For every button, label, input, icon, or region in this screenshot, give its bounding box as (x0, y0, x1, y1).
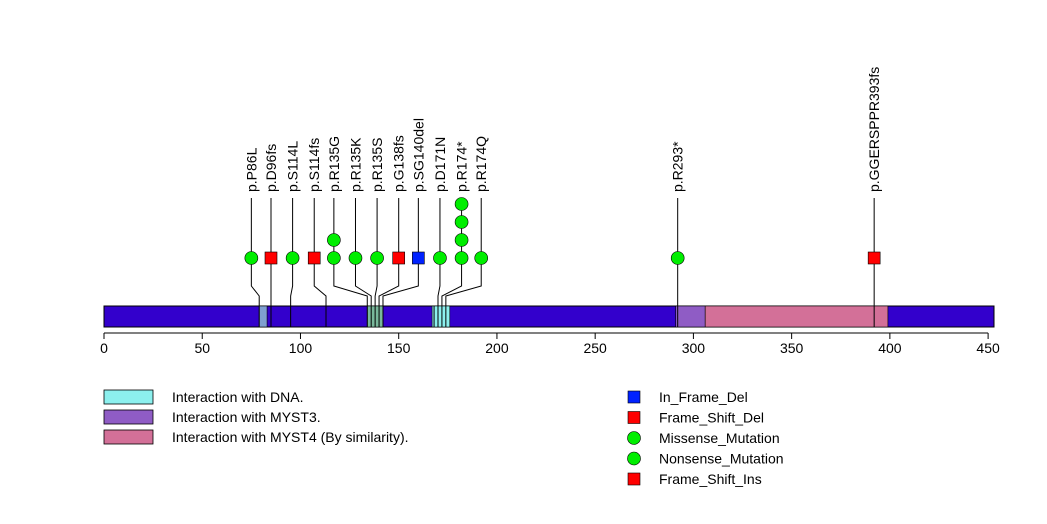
legend-marker (627, 472, 641, 486)
mutation-marker (348, 251, 363, 265)
mutation-label: p.S114L (285, 141, 301, 192)
mutation-marker (244, 251, 259, 265)
x-tick-label: 200 (485, 340, 509, 356)
mutation-marker (327, 251, 341, 265)
mutation-label: p.P86L (243, 147, 259, 192)
x-tick-label: 300 (682, 340, 706, 356)
x-tick-label: 450 (976, 340, 1000, 356)
mutation-marker (327, 233, 341, 247)
domain-region (675, 305, 706, 328)
connector-line (313, 198, 327, 306)
mutation-marker (454, 251, 469, 265)
mutation-marker (285, 251, 300, 265)
mutation-label: p.R135S (369, 138, 385, 192)
x-tick-label: 400 (878, 340, 902, 356)
legend-swatch (103, 429, 154, 445)
mutation-label: p.GGERSPPR393fs (866, 67, 882, 192)
mutation-label: p.R174Q (473, 136, 489, 192)
mutation-marker (433, 251, 447, 265)
legend-marker (627, 390, 641, 404)
legend-label: Interaction with MYST3. (172, 409, 321, 425)
mutation-marker (454, 233, 469, 247)
legend: Interaction with DNA. Interaction with MY… (103, 389, 784, 487)
connector-line (374, 198, 378, 306)
legend-swatch (103, 389, 154, 405)
connector-line (382, 198, 419, 306)
mutation-label: p.R135G (326, 136, 342, 192)
x-tick-label: 100 (289, 340, 313, 356)
mutation-marker (412, 251, 425, 265)
connector-lines (250, 198, 875, 306)
legend-label: Interaction with DNA. (172, 389, 304, 405)
mutation-marker (670, 251, 685, 265)
legend-label: Frame_Shift_Del (659, 410, 764, 426)
connector-line (290, 198, 294, 306)
x-tick-label: 350 (780, 340, 804, 356)
x-tick-label: 250 (583, 340, 607, 356)
legend-swatch (103, 409, 154, 425)
mutation-marker (307, 251, 321, 265)
connector-line (437, 198, 441, 306)
mutation-label: p.R135K (347, 137, 363, 192)
mutation-markers (244, 197, 881, 265)
mutation-label: p.D171N (432, 137, 448, 192)
x-axis: 0 50 100 150 200 250 300 350 400 450 (100, 332, 1000, 356)
legend-label: In_Frame_Del (659, 389, 748, 405)
x-tick-label: 0 (100, 340, 108, 356)
domain-region (431, 305, 451, 328)
mutation-marker (392, 251, 406, 265)
legend-marker (627, 431, 641, 445)
mutation-labels: p.P86L p.D96fs p.S114L p.S114fs p.R135G p.R13… (243, 67, 882, 192)
legend-label: Nonsense_Mutation (659, 451, 784, 467)
mutation-marker (370, 251, 384, 265)
domain-region (704, 305, 889, 328)
domain-region (258, 305, 268, 328)
mutation-marker (454, 215, 469, 229)
mutation-label: p.R174* (454, 141, 470, 192)
protein-backbone-group (103, 305, 995, 328)
mutation-label: p.D96fs (263, 144, 279, 192)
legend-label: Interaction with MYST4 (By similarity). (172, 429, 409, 445)
mutation-label: p.G138fs (391, 135, 407, 192)
legend-marker (627, 451, 641, 466)
legend-marker (627, 411, 641, 424)
connector-line (445, 198, 482, 306)
connector-line (354, 198, 372, 306)
mutation-marker (264, 251, 278, 265)
mutation-marker (474, 251, 489, 265)
mutation-label: p.SG140del (410, 118, 426, 192)
connector-line (250, 198, 260, 306)
mutation-label: p.R293* (670, 141, 686, 192)
mutation-label: p.S114fs (306, 138, 322, 192)
connector-line (378, 198, 400, 306)
x-tick-label: 50 (194, 340, 210, 356)
mutation-marker (454, 197, 469, 211)
legend-label: Frame_Shift_Ins (659, 471, 762, 487)
legend-label: Missense_Mutation (659, 430, 780, 446)
x-tick-label: 150 (387, 340, 411, 356)
mutation-marker (867, 251, 881, 265)
